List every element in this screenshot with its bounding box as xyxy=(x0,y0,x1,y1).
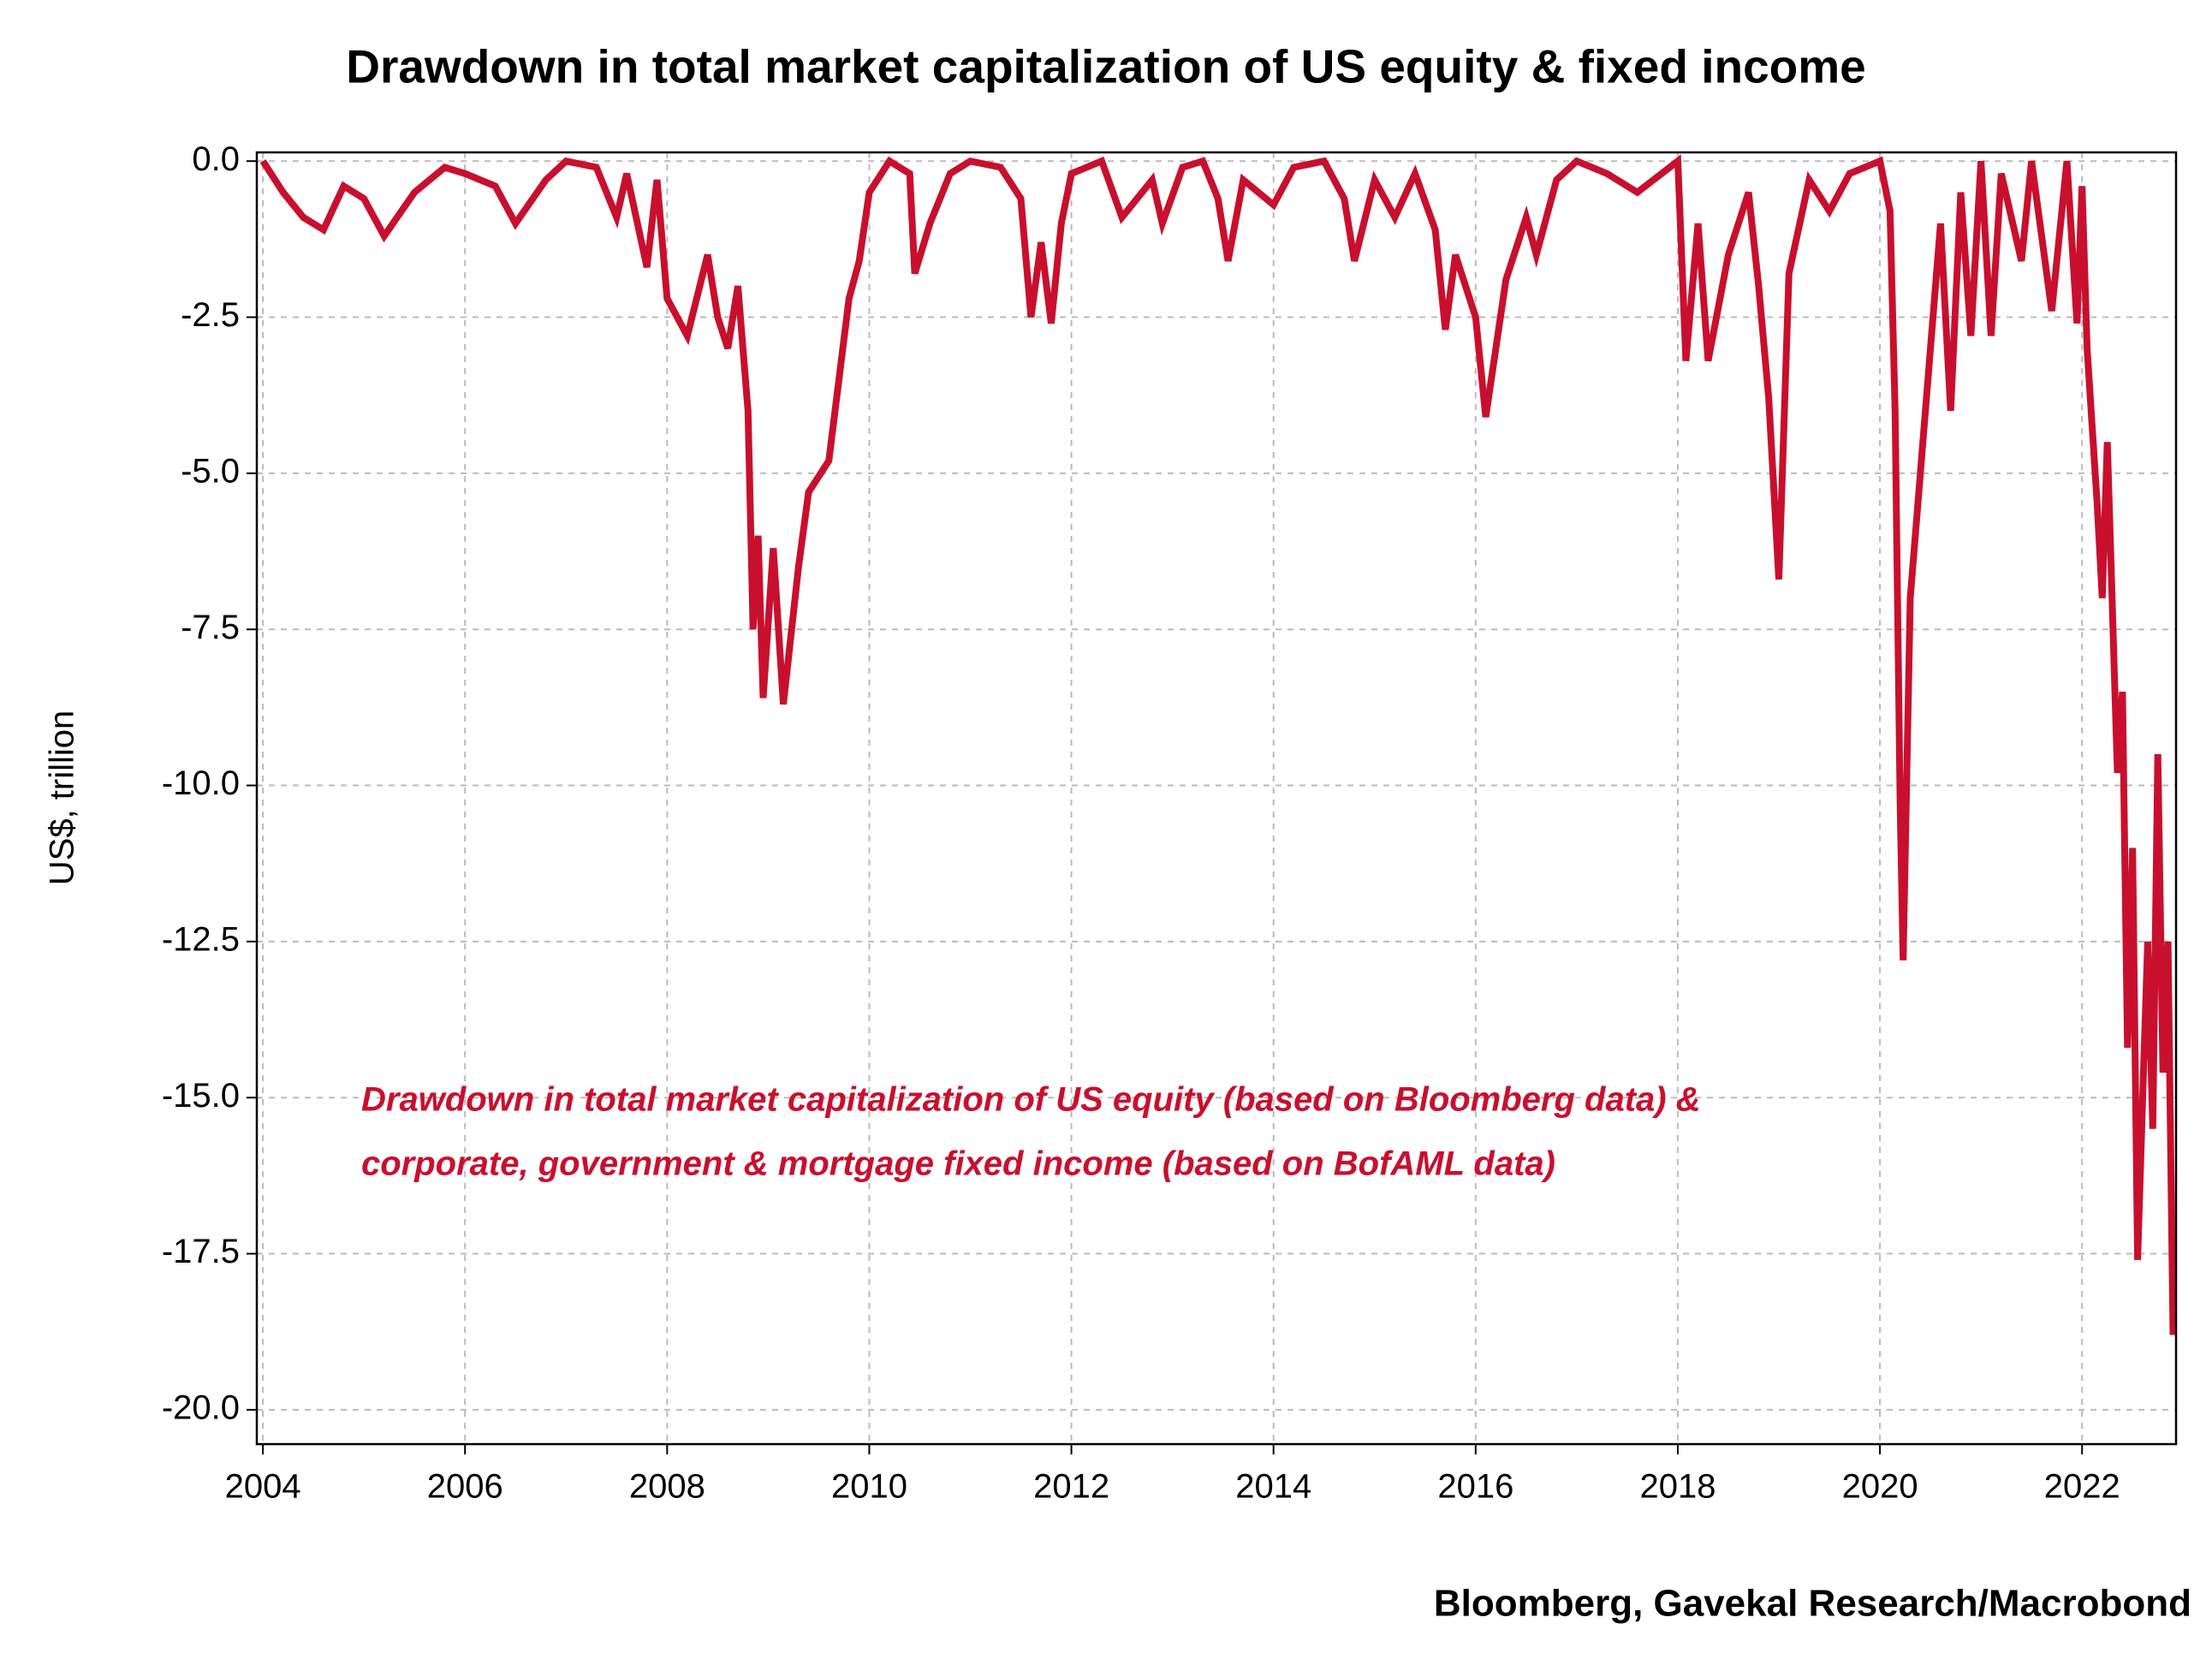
chart-title: Drawdown in total market capitalization … xyxy=(346,40,1866,93)
x-tick-label: 2004 xyxy=(225,1468,301,1506)
x-tick-label: 2016 xyxy=(1437,1468,1513,1506)
x-tick-label: 2010 xyxy=(831,1468,907,1506)
y-tick-label: -12.5 xyxy=(162,920,240,958)
x-tick-label: 2006 xyxy=(427,1468,503,1506)
x-tick-label: 2020 xyxy=(1842,1468,1918,1506)
y-tick-label: -15.0 xyxy=(162,1077,240,1115)
x-tick-label: 2008 xyxy=(629,1468,705,1506)
x-tick-label: 2018 xyxy=(1639,1468,1715,1506)
x-tick-label: 2012 xyxy=(1033,1468,1109,1506)
annotation: corporate, government & mortgage fixed i… xyxy=(361,1145,1555,1183)
data-line xyxy=(259,154,2177,1335)
annotation: Drawdown in total market capitalization … xyxy=(361,1081,1701,1119)
y-tick-label: -7.5 xyxy=(181,609,240,646)
y-tick-label: -2.5 xyxy=(181,296,240,334)
x-tick-label: 2014 xyxy=(1235,1468,1311,1506)
y-tick-label: 0.0 xyxy=(192,140,240,178)
source: Bloomberg, Gavekal Research/Macrobond xyxy=(1434,1583,2191,1625)
plot-frame xyxy=(255,151,2178,1446)
y-tick-label: -5.0 xyxy=(181,452,240,490)
y-tick-label: -10.0 xyxy=(162,764,240,802)
y-axis-label: US$, trillion xyxy=(44,711,81,886)
y-tick-label: -17.5 xyxy=(162,1233,240,1270)
x-tick-label: 2022 xyxy=(2044,1468,2120,1506)
y-tick-label: -20.0 xyxy=(162,1388,240,1426)
